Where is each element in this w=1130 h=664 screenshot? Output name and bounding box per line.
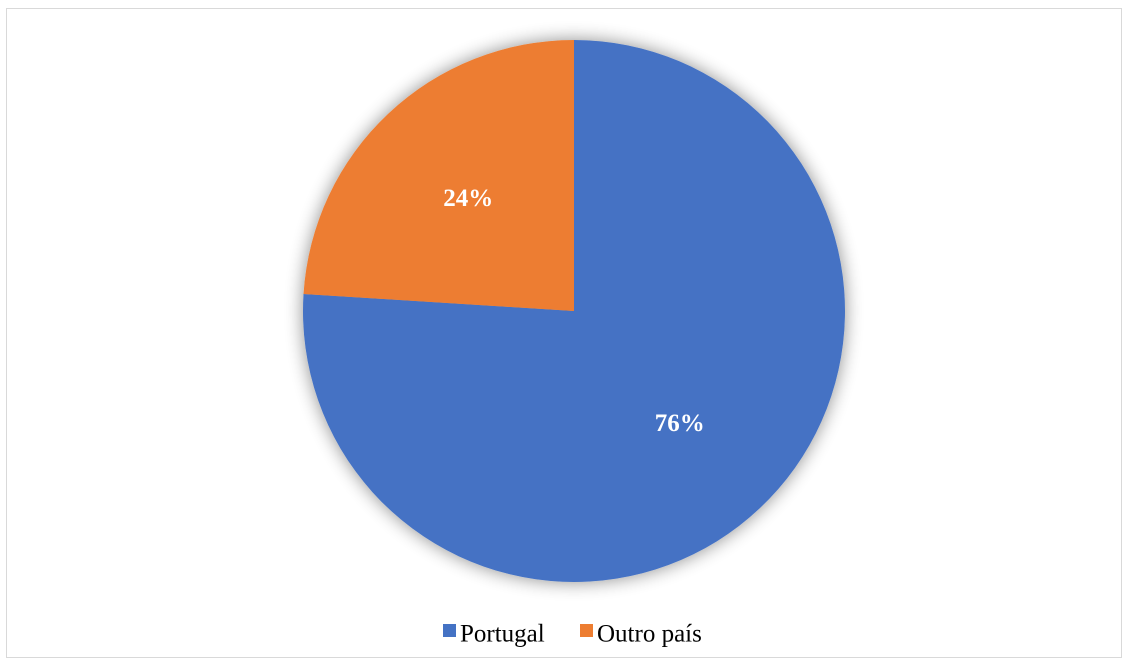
legend-label-portugal: Portugal <box>460 621 545 648</box>
legend: Portugal Outro país <box>443 621 702 648</box>
data-label-portugal: 76% <box>655 410 705 437</box>
pie-slice-portugal <box>302 40 845 582</box>
legend-swatch-portugal <box>443 624 456 637</box>
legend-label-outro-país: Outro país <box>597 621 702 648</box>
pie-slice-outro-país <box>303 39 574 311</box>
legend-swatch-outro-país <box>580 624 593 637</box>
data-label-outro-país: 24% <box>443 185 493 212</box>
pie-data-labels: 76% 24% <box>443 185 704 437</box>
pie-slices <box>302 39 845 582</box>
